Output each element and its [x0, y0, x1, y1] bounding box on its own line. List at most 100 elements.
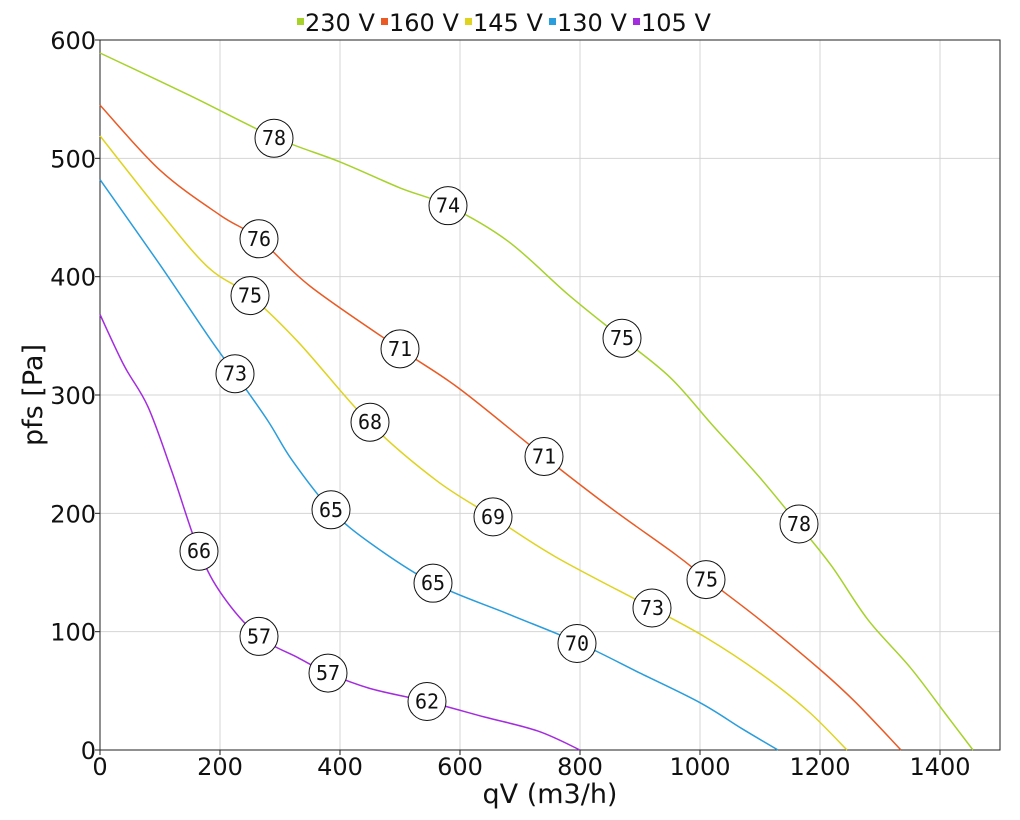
legend-swatch: [549, 18, 556, 25]
legend-label: 105 V: [641, 9, 711, 37]
marker-label: 66: [187, 539, 211, 563]
legend-item: 230 V: [297, 9, 375, 37]
efficiency-marker: 65: [311, 490, 351, 530]
marker-label: 71: [532, 445, 556, 469]
efficiency-marker: 75: [686, 560, 726, 600]
efficiency-marker: 76: [239, 219, 279, 259]
marker-label: 70: [565, 632, 589, 656]
marker-label: 57: [316, 661, 340, 685]
x-axis-ticks: 0 200 400 600 800 1000 1200 1400: [92, 750, 971, 781]
legend-label: 130 V: [557, 9, 627, 37]
efficiency-marker: 65: [413, 563, 453, 603]
marker-label: 57: [247, 624, 271, 648]
marker-label: 71: [388, 337, 412, 361]
marker-circle: [308, 653, 348, 693]
grid: [99, 39, 1000, 751]
legend-item: 160 V: [381, 9, 459, 37]
x-tick-label: 600: [437, 753, 483, 781]
x-tick-label: 200: [197, 753, 243, 781]
efficiency-marker: 57: [239, 616, 279, 656]
legend-item: 105 V: [633, 9, 711, 37]
marker-layer: 78 74 75 78 76 71 71 75 75 68 69 73 73 65 65 70 66 57 57 62: [179, 118, 819, 721]
efficiency-marker: 71: [380, 329, 420, 369]
marker-circle: [428, 186, 468, 226]
efficiency-marker: 57: [308, 653, 348, 693]
marker-label: 78: [262, 126, 286, 150]
marker-circle: [686, 560, 726, 600]
marker-label: 78: [787, 512, 811, 536]
efficiency-marker: 62: [407, 681, 447, 721]
marker-label: 75: [610, 326, 634, 350]
marker-label: 68: [358, 410, 382, 434]
y-tick-label: 200: [50, 500, 96, 528]
marker-label: 65: [319, 498, 343, 522]
marker-label: 69: [481, 505, 505, 529]
series-line-230v: [99, 52, 974, 751]
efficiency-marker: 78: [254, 118, 294, 158]
marker-label: 75: [238, 284, 262, 308]
legend: 230 V 160 V 145 V 130 V 105 V: [297, 9, 711, 37]
marker-label: 74: [436, 194, 460, 218]
marker-circle: [524, 437, 564, 477]
efficiency-marker: 78: [779, 504, 819, 544]
marker-circle: [230, 276, 270, 316]
marker-circle: [179, 531, 219, 571]
y-axis-label: pfs [Pa]: [18, 344, 49, 446]
efficiency-marker: 74: [428, 186, 468, 226]
x-tick-label: 800: [557, 753, 603, 781]
legend-item: 145 V: [465, 9, 543, 37]
marker-label: 65: [421, 571, 445, 595]
efficiency-marker: 73: [215, 354, 255, 394]
marker-label: 73: [223, 362, 247, 386]
efficiency-marker: 66: [179, 531, 219, 571]
x-tick-label: 1400: [909, 753, 970, 781]
marker-circle: [350, 402, 390, 442]
efficiency-marker: 75: [230, 276, 270, 316]
marker-circle: [473, 497, 513, 537]
legend-swatch: [465, 18, 472, 25]
x-tick-label: 400: [317, 753, 363, 781]
marker-circle: [380, 329, 420, 369]
x-tick-label: 0: [92, 753, 107, 781]
x-tick-label: 1000: [669, 753, 730, 781]
series-layer: [99, 52, 974, 751]
y-tick-label: 500: [50, 145, 96, 173]
efficiency-marker: 68: [350, 402, 390, 442]
y-axis-ticks: 0 100 200 300 400 500 600: [50, 27, 100, 765]
marker-circle: [407, 681, 447, 721]
series-line-145v: [99, 135, 848, 751]
y-tick-label: 300: [50, 382, 96, 410]
legend-swatch: [297, 18, 304, 25]
y-tick-label: 0: [81, 737, 96, 765]
series-line-130v: [99, 179, 779, 751]
marker-circle: [239, 219, 279, 259]
x-axis-label: qV (m3/h): [483, 779, 618, 810]
marker-label: 73: [640, 596, 664, 620]
efficiency-marker: 75: [602, 318, 642, 358]
legend-item: 130 V: [549, 9, 627, 37]
efficiency-marker: 70: [557, 624, 597, 663]
efficiency-marker: 73: [632, 588, 672, 628]
legend-swatch: [633, 18, 640, 25]
marker-circle: [254, 118, 294, 158]
marker-label: 62: [415, 689, 439, 713]
marker-circle: [632, 588, 672, 628]
marker-circle: [413, 563, 453, 603]
legend-label: 145 V: [473, 9, 543, 37]
legend-swatch: [381, 18, 388, 25]
legend-label: 230 V: [305, 9, 375, 37]
marker-circle: [557, 624, 597, 663]
y-tick-label: 100: [50, 619, 96, 647]
legend-label: 160 V: [389, 9, 459, 37]
y-tick-label: 600: [50, 27, 96, 55]
marker-circle: [239, 616, 279, 656]
marker-circle: [311, 490, 351, 530]
efficiency-marker: 69: [473, 497, 513, 537]
x-tick-label: 1200: [789, 753, 850, 781]
y-tick-label: 400: [50, 264, 96, 292]
marker-circle: [215, 354, 255, 394]
marker-circle: [779, 504, 819, 544]
efficiency-marker: 71: [524, 437, 564, 477]
marker-circle: [602, 318, 642, 358]
